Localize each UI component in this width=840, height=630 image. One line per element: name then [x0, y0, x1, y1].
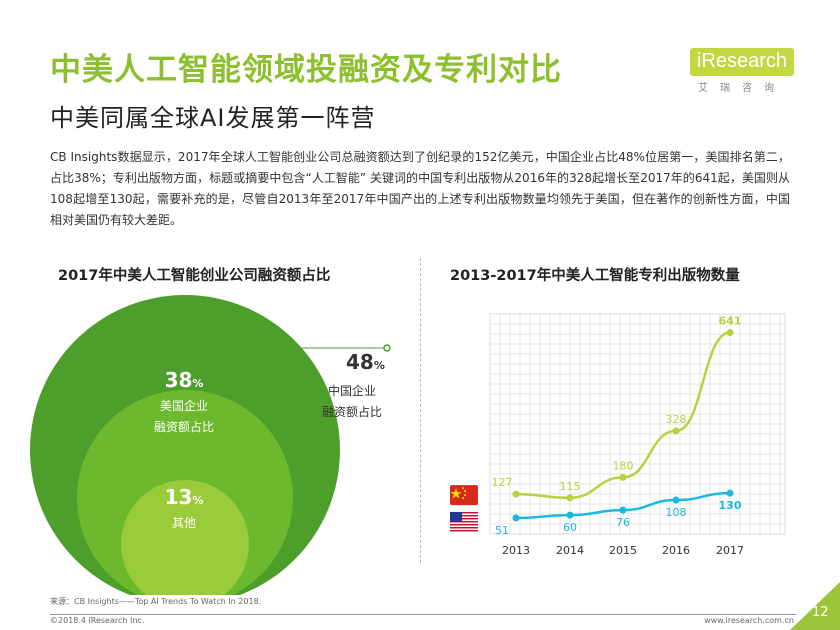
usa-point-2016: [672, 496, 680, 504]
usa-flag-stripe: [450, 526, 478, 529]
china-share-number: 48: [346, 350, 374, 374]
usa-data-label-2014: 60: [563, 521, 577, 534]
bubble-chart: [30, 295, 391, 595]
usa-flag-canton: [450, 511, 462, 522]
intro-paragraph: CB Insights数据显示，2017年全球人工智能创业公司总融资额达到了创纪…: [50, 150, 790, 227]
other-share-label: 其他: [140, 513, 228, 534]
page-corner-shape: [790, 582, 840, 630]
usa-flag-icon: [450, 511, 478, 532]
line-chart-title: 2013-2017年中美人工智能专利出版物数量: [450, 268, 740, 284]
other-share-circle: [121, 480, 249, 595]
logo-subtext: 艾瑞咨询: [698, 83, 786, 94]
usa-data-label-2013: 51: [495, 524, 509, 537]
x-tick-label: 2016: [662, 544, 690, 557]
footer-divider: [50, 614, 796, 615]
china-data-label-2017: 641: [719, 315, 742, 328]
usa-point-2017: [726, 489, 734, 497]
china-series-line: [515, 331, 731, 500]
bubble-chart-title: 2017年中美人工智能创业公司融资额占比: [58, 268, 331, 284]
iresearch-logo: iResearch 艾瑞咨询: [690, 48, 798, 94]
logo-text: iResearch: [697, 50, 788, 72]
logo-badge: [690, 48, 794, 76]
x-tick-label: 2014: [556, 544, 584, 557]
other-share-value: 13%: [148, 485, 220, 509]
china-data-label-2015: 180: [613, 459, 634, 472]
china-point-2016: [672, 427, 680, 435]
x-tick-label: 2017: [716, 544, 744, 557]
copyright: ©2018.4 iResearch Inc.: [50, 616, 145, 625]
china-share-unit: %: [373, 359, 385, 372]
source-note: 来源：CB Insights——Top AI Trends To Watch I…: [50, 597, 262, 606]
china-share-label: 中国企业 融资额占比: [322, 381, 382, 423]
section-divider: [420, 258, 421, 563]
page-title: 中美人工智能领域投融资及专利对比: [50, 52, 562, 88]
line-chart: 127 115 180 328 641 51 60 76 108 130 2013 2014 2015 2…: [450, 313, 786, 557]
website: www.iresearch.com.cn: [704, 616, 794, 625]
usa-flag-stripe: [450, 514, 478, 517]
usa-share-unit: %: [192, 377, 204, 390]
china-data-label-2014: 115: [560, 480, 581, 493]
usa-share-label: 美国企业 融资额占比: [130, 396, 238, 438]
china-flag-small-star: [462, 487, 464, 490]
china-point-2017: [726, 329, 734, 337]
usa-data-label-2017: 130: [719, 499, 742, 512]
usa-flag-stripe: [450, 529, 478, 532]
china-flag-small-star: [462, 497, 464, 500]
china-share-label-line2: 融资额占比: [322, 405, 383, 419]
usa-point-2013: [512, 514, 520, 522]
usa-share-label-line1: 美国企业: [159, 399, 208, 413]
china-share-label-line1: 中国企业: [328, 384, 377, 398]
usa-point-2014: [566, 511, 574, 519]
usa-flag-stripe: [450, 511, 478, 514]
china-leader-dot: [383, 344, 391, 352]
china-point-2015: [619, 473, 627, 481]
x-tick-label: 2013: [502, 544, 530, 557]
other-share-number: 13: [164, 485, 193, 509]
x-tick-label: 2015: [609, 544, 637, 557]
usa-point-2015: [619, 506, 627, 514]
usa-data-label-2016: 108: [666, 506, 687, 519]
other-share-label-line1: 其他: [171, 516, 196, 530]
usa-share-label-line2: 融资额占比: [153, 420, 214, 434]
usa-flag-stripe: [450, 523, 478, 526]
page-subtitle: 中美同属全球AI发展第一阵营: [50, 104, 376, 132]
china-flag-small-star: [464, 494, 466, 497]
china-share-value: 48%: [346, 350, 385, 374]
china-point-2014: [566, 494, 574, 502]
china-flag-small-star: [464, 490, 466, 493]
china-data-label-2013: 127: [492, 476, 513, 489]
usa-flag-stripe: [450, 517, 478, 520]
other-share-unit: %: [192, 494, 204, 507]
usa-flag-stripe: [450, 520, 478, 523]
china-data-label-2016: 328: [666, 413, 687, 426]
usa-data-label-2015: 76: [616, 516, 630, 529]
page-corner-tab: [790, 582, 840, 630]
usa-share-value: 38%: [148, 368, 220, 392]
china-point-2013: [512, 490, 520, 498]
china-flag-star: [450, 488, 462, 499]
usa-share-number: 38: [164, 368, 193, 392]
china-flag-icon: [450, 485, 478, 506]
page-number: 12: [812, 605, 829, 620]
